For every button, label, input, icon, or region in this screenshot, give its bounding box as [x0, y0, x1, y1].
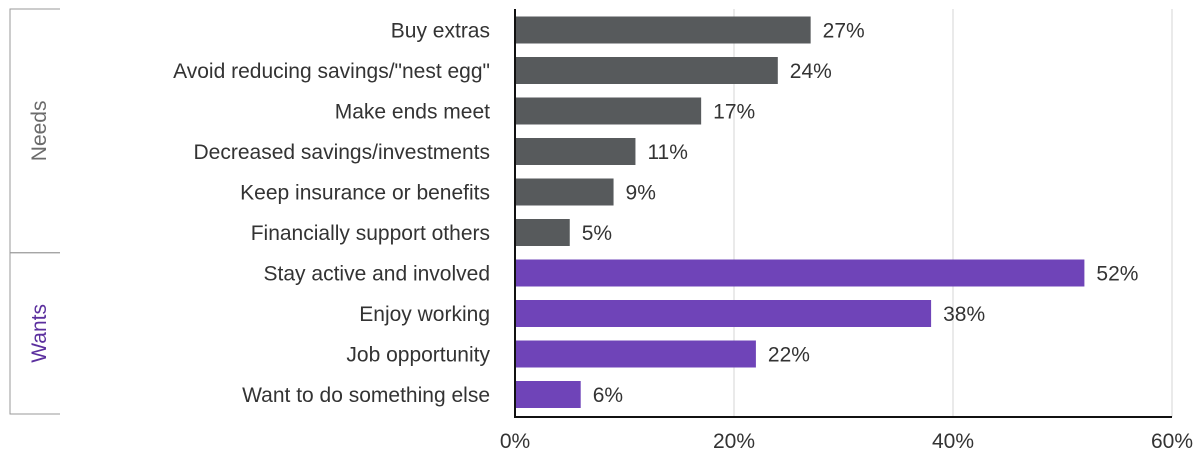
- category-label: Buy extras: [391, 20, 490, 43]
- category-label: Avoid reducing savings/"nest egg": [173, 60, 490, 83]
- bar: [515, 300, 932, 327]
- x-tick-label: 60%: [1151, 430, 1193, 453]
- category-label: Financially support others: [251, 222, 490, 245]
- value-label: 38%: [943, 303, 985, 326]
- category-label: Make ends meet: [335, 101, 490, 124]
- value-label: 11%: [647, 141, 687, 164]
- value-label: 5%: [582, 222, 612, 245]
- value-label: 17%: [713, 101, 755, 124]
- bar: [515, 178, 614, 206]
- bar: [515, 97, 702, 125]
- bar: [515, 381, 581, 408]
- category-label: Keep insurance or benefits: [240, 182, 490, 205]
- value-label: 24%: [790, 60, 832, 83]
- x-tick-label: 20%: [713, 430, 755, 453]
- group-label: Wants: [28, 304, 51, 363]
- value-label: 6%: [593, 384, 623, 407]
- category-label: Enjoy working: [359, 303, 490, 326]
- category-label: Want to do something else: [242, 384, 490, 407]
- bar: [515, 219, 570, 246]
- bar: [515, 57, 778, 84]
- bar: [515, 138, 636, 165]
- value-label: 9%: [626, 182, 656, 205]
- axes: 0% 20% 40% 60%: [500, 9, 1193, 453]
- bar: [515, 16, 811, 44]
- x-tick-label: 40%: [932, 430, 974, 453]
- bar: [515, 259, 1085, 287]
- bar: [515, 340, 756, 368]
- category-label: Job opportunity: [346, 344, 490, 367]
- value-label: 27%: [823, 20, 865, 43]
- x-tick-label: 0%: [500, 430, 530, 453]
- category-label: Stay active and involved: [264, 263, 490, 286]
- value-label: 52%: [1096, 263, 1138, 286]
- bars: [515, 16, 1085, 408]
- group-label: Needs: [28, 101, 51, 162]
- value-label: 22%: [768, 344, 810, 367]
- group-brackets: Needs Wants: [9, 8, 60, 415]
- group-bracket: [9, 252, 60, 415]
- labels: Buy extras 27% Avoid reducing savings/"nes…: [173, 20, 1138, 408]
- category-label: Decreased savings/investments: [194, 141, 490, 164]
